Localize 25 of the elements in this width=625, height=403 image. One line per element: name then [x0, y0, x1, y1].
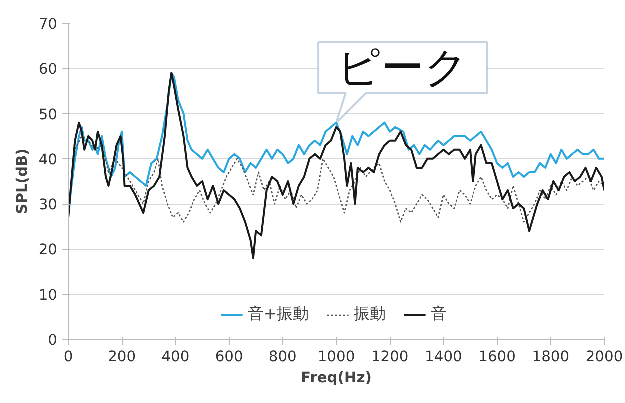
x-tick-label: 1200: [371, 348, 409, 366]
y-tick-label: 60: [38, 61, 58, 78]
y-tick-label: 70: [38, 16, 58, 33]
y-tick-label: 30: [38, 196, 58, 214]
legend-label: 音: [431, 304, 448, 325]
x-tick-label: 200: [108, 348, 136, 366]
x-tick-label: 600: [215, 348, 244, 366]
x-tick-label: 0: [64, 348, 74, 366]
y-tick-label: 50: [38, 106, 58, 124]
y-axis-title: SPL(dB): [14, 148, 31, 214]
x-tick-label: 1800: [532, 348, 570, 366]
y-tick-label: 10: [38, 286, 58, 304]
legend-label: 音+振動: [248, 304, 310, 325]
x-tick-label: 800: [268, 348, 297, 366]
x-tick-label: 1400: [425, 348, 462, 366]
y-tick-label: 20: [38, 242, 58, 259]
x-tick-label: 2000: [586, 348, 624, 366]
legend-label: 振動: [354, 304, 386, 325]
x-tick-label: 1600: [478, 348, 516, 366]
x-tick-label: 400: [162, 348, 190, 366]
x-axis-title: Freq(Hz): [301, 370, 372, 386]
x-tick-label: 1000: [318, 348, 356, 366]
annotation: ピーク: [337, 42, 468, 93]
y-tick-label: 40: [38, 151, 58, 168]
y-tick-label: 0: [48, 332, 58, 349]
